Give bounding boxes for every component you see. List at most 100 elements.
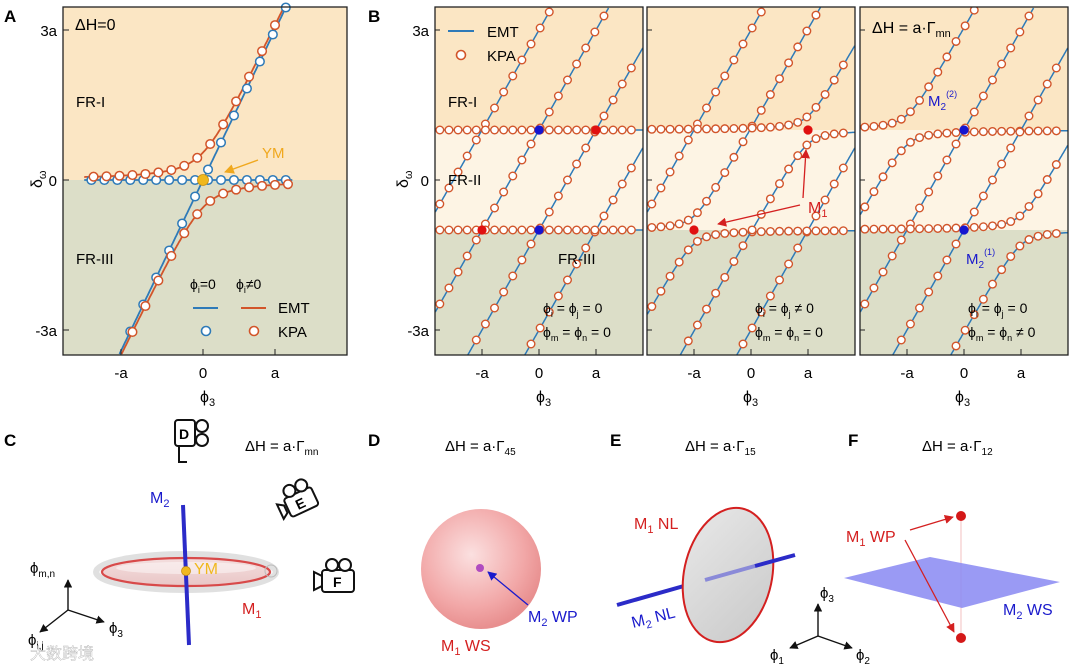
b-kpa-marker <box>581 125 591 135</box>
b-curves <box>647 7 855 355</box>
d-m2-arrow <box>487 571 529 606</box>
b-kpa-marker <box>905 319 915 329</box>
camera-f-icon: F <box>313 558 355 593</box>
b-kpa-marker <box>747 323 757 333</box>
b-xtick-label: 0 <box>535 365 543 382</box>
b-kpa-marker <box>1051 63 1061 73</box>
b-kpa-marker <box>811 211 821 221</box>
b-kpa-marker <box>887 224 897 234</box>
b-xtick-label: 0 <box>747 365 755 382</box>
b-kpa-marker <box>572 125 582 135</box>
b-kpa-marker <box>508 71 518 81</box>
e-m2nl-label: M2 NL <box>630 605 678 635</box>
b-kpa-marker <box>878 172 888 182</box>
b-kpa-marker <box>978 222 988 232</box>
b-kpa-marker <box>765 122 775 132</box>
b-kpa-marker <box>820 89 830 99</box>
b-kpa-marker <box>811 134 821 144</box>
b-kpa-marker <box>951 239 961 249</box>
b-kpa-marker <box>1042 175 1052 185</box>
b-kpa-marker <box>517 225 527 235</box>
a-kpa-orange-marker <box>192 209 203 220</box>
b-kpa-marker <box>765 194 775 204</box>
b-kpa-marker <box>960 325 970 335</box>
b-kpa-marker <box>811 226 821 236</box>
b-kpa-marker <box>692 124 702 134</box>
b-kpa-marker <box>462 125 472 135</box>
b-m1-label: M1 <box>808 200 827 220</box>
b-kpa-marker <box>729 152 739 162</box>
e-axis-3-label: ϕ3 <box>820 585 834 605</box>
b-kpa-marker <box>435 225 445 235</box>
b-kpa-marker <box>499 287 509 297</box>
panel-d: D ΔH = a·Γ45 M2 WP M1 WS <box>368 431 578 658</box>
b-kpa-marker <box>683 124 693 134</box>
camera-d-letter: D <box>179 426 189 442</box>
b-kpa-marker <box>969 207 979 217</box>
b-kpa-marker <box>793 243 803 253</box>
a-kpa-orange-marker <box>140 168 151 180</box>
b-kpa-marker <box>1024 235 1034 245</box>
b-kpa-marker <box>933 271 943 281</box>
b-kpa-marker <box>869 121 879 131</box>
e-m1nl-label: M1 NL <box>634 516 678 536</box>
b-xtick-label: -a <box>475 365 489 382</box>
a-ym-arrow <box>224 159 259 174</box>
b-kpa-marker <box>572 225 582 235</box>
a-xtick-a: a <box>271 365 280 382</box>
a-kpa-orange-marker <box>166 250 177 262</box>
b-kpa-marker <box>838 60 848 70</box>
a-xtick-ma: -a <box>114 365 128 382</box>
b-kpa-marker <box>820 195 830 205</box>
a-ytick-3a: 3a <box>40 23 57 40</box>
a-kpa-blue-marker <box>241 83 252 94</box>
a-kpa-orange-marker <box>101 171 112 182</box>
b-kpa-marker <box>608 225 618 235</box>
b-xlabel-2: ϕ3 <box>743 389 758 409</box>
b-crossing-point <box>803 125 813 135</box>
e-axis-2-label: ϕ2 <box>856 647 870 667</box>
b-kpa-marker <box>820 226 830 236</box>
b-kpa-marker <box>617 79 627 89</box>
b-kpa-marker <box>444 283 454 293</box>
b-ytick-3a: 3a <box>412 23 429 40</box>
a-kpa-orange-marker <box>166 164 177 176</box>
b-kpa-marker <box>738 241 748 251</box>
b-kpa-marker <box>617 179 627 189</box>
b-kpa-marker <box>924 187 934 197</box>
a-kpa-blue-marker <box>215 137 227 148</box>
a-kpa-orange-marker <box>256 180 268 191</box>
b-kpa-marker <box>1033 189 1043 199</box>
b-kpa-marker <box>1006 43 1016 53</box>
b-kpa-marker <box>490 125 500 135</box>
b-kpa-marker <box>896 224 906 234</box>
b-kpa-marker <box>471 135 481 145</box>
b-kpa-marker <box>969 7 979 15</box>
b-kpa-marker <box>535 23 545 33</box>
b-kpa-marker <box>563 75 573 85</box>
a-kpa-blue-marker <box>177 218 188 229</box>
b-kpa-marker <box>915 303 925 313</box>
b-kpa-marker <box>775 179 785 189</box>
b-fr2-region <box>435 130 643 230</box>
b-kpa-marker <box>905 137 915 147</box>
a-kpa-orange-marker <box>140 300 151 312</box>
panel-e-letter: E <box>610 431 621 450</box>
b-condition-line-2: ϕm = ϕn = 0 <box>543 324 611 343</box>
b-kpa-marker <box>435 199 445 209</box>
b-kpa-marker <box>683 336 693 346</box>
b-kpa-marker <box>435 299 445 309</box>
b-kpa-marker <box>683 215 693 225</box>
a-kpa-blue-marker <box>228 174 240 186</box>
b-kpa-marker <box>738 339 748 349</box>
b-kpa-marker <box>544 125 554 135</box>
b-kpa-marker <box>444 183 454 193</box>
b-kpa-marker <box>508 271 518 281</box>
b-kpa-marker <box>581 143 591 153</box>
b-kpa-marker <box>544 307 554 317</box>
b-kpa-marker <box>1051 228 1061 238</box>
b-kpa-marker <box>617 125 627 135</box>
b-kpa-marker <box>1051 126 1061 136</box>
c-axis-x <box>67 609 105 624</box>
b-kpa-marker <box>942 52 952 62</box>
